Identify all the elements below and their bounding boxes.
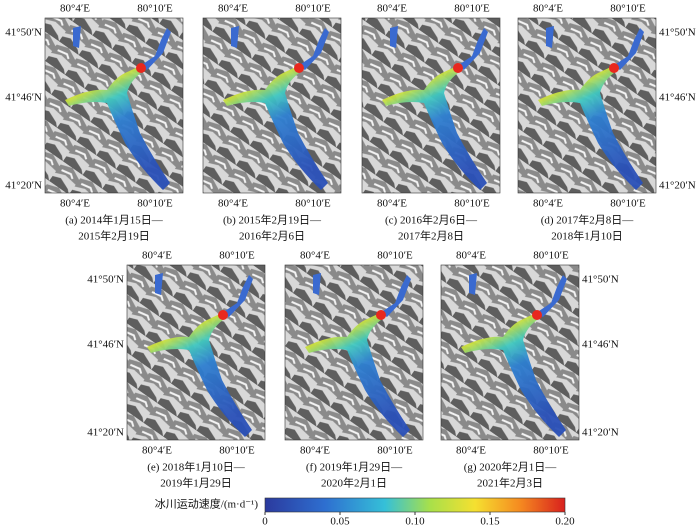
map-panel: 80°4′E 80°4′E 80°10′E 80°10′E 41°50′N 41°46′N… bbox=[87, 250, 266, 490]
lon-label: 80°10′E bbox=[610, 3, 646, 15]
lat-label: 41°50′N bbox=[659, 27, 696, 39]
lat-label: 41°50′N bbox=[582, 274, 619, 286]
colorbar-label: 冰川运动速度/(m·d⁻¹) bbox=[155, 497, 259, 511]
panel-caption: 2015年2月19日 bbox=[78, 229, 150, 243]
panel-caption: 2020年2月1日 bbox=[321, 476, 387, 490]
lon-label: 80°4′E bbox=[142, 445, 172, 457]
lon-label: 80°4′E bbox=[60, 198, 90, 210]
map-panel: 80°4′E 80°4′E 80°10′E 80°10′E (c) 2016年2月6日—… bbox=[361, 3, 501, 243]
panel-caption: (b) 2015年2月19日— bbox=[223, 213, 322, 227]
lon-label: 80°10′E bbox=[454, 3, 490, 15]
lat-label: 41°46′N bbox=[659, 92, 696, 104]
colorbar-tick-label: 0 bbox=[262, 516, 268, 528]
lat-label: 41°50′N bbox=[87, 274, 124, 286]
lon-label: 80°10′E bbox=[137, 198, 173, 210]
panel-caption: 2017年2月8日 bbox=[398, 229, 464, 243]
map-panel: 80°4′E 80°4′E 80°10′E 80°10′E 41°50′N 41°46′N… bbox=[517, 3, 696, 243]
lon-label: 80°10′E bbox=[295, 3, 331, 15]
lat-label: 41°46′N bbox=[5, 92, 42, 104]
lon-label: 80°10′E bbox=[533, 445, 569, 457]
lat-label: 41°20′N bbox=[659, 180, 696, 192]
lat-label: 41°50′N bbox=[5, 27, 42, 39]
lon-label: 80°4′E bbox=[533, 3, 563, 15]
lon-label: 80°4′E bbox=[456, 250, 486, 262]
panel-caption: 2019年1月29日 bbox=[160, 476, 232, 490]
lon-label: 80°10′E bbox=[377, 445, 413, 457]
colorbar-tick-label: 0.10 bbox=[405, 516, 425, 528]
lon-label: 80°4′E bbox=[218, 3, 248, 15]
lat-label: 41°20′N bbox=[87, 427, 124, 439]
panel-caption: (c) 2016年2月6日— bbox=[385, 213, 478, 227]
lon-label: 80°10′E bbox=[219, 445, 255, 457]
lon-label: 80°10′E bbox=[610, 198, 646, 210]
panel-caption: (f) 2019年1月29日— bbox=[306, 460, 403, 474]
map-panel: 80°4′E 80°4′E 80°10′E 80°10′E 41°50′N 41°46′N… bbox=[440, 250, 619, 490]
lat-label: 41°46′N bbox=[87, 339, 124, 351]
colorbar-tick-label: 0.05 bbox=[330, 516, 350, 528]
lon-label: 80°10′E bbox=[377, 250, 413, 262]
lon-label: 80°4′E bbox=[300, 250, 330, 262]
lon-label: 80°10′E bbox=[533, 250, 569, 262]
lon-label: 80°4′E bbox=[377, 3, 407, 15]
panels: 80°4′E 80°4′E 80°10′E 80°10′E 41°50′N 41°46′N… bbox=[5, 3, 696, 490]
map-panel: 80°4′E 80°4′E 80°10′E 80°10′E (f) 2019年1月29日… bbox=[284, 250, 424, 490]
panel-caption: (e) 2018年1月10日— bbox=[147, 460, 245, 474]
lat-label: 41°20′N bbox=[582, 427, 619, 439]
colorbar bbox=[264, 497, 566, 513]
panel-caption: (d) 2017年2月8日— bbox=[541, 213, 635, 227]
panel-caption: 2016年2月6日 bbox=[239, 229, 305, 243]
lon-label: 80°10′E bbox=[295, 198, 331, 210]
lon-label: 80°4′E bbox=[218, 198, 248, 210]
lon-label: 80°4′E bbox=[533, 198, 563, 210]
lon-label: 80°4′E bbox=[60, 3, 90, 15]
map-panel: 80°4′E 80°4′E 80°10′E 80°10′E 41°50′N 41°46′N… bbox=[5, 3, 184, 243]
lon-label: 80°10′E bbox=[454, 198, 490, 210]
panel-caption: 2021年2月3日 bbox=[477, 476, 543, 490]
lon-label: 80°10′E bbox=[137, 3, 173, 15]
panel-caption: (a) 2014年1月15日— bbox=[65, 213, 163, 227]
colorbar-tick-label: 0.15 bbox=[480, 516, 500, 528]
panel-caption: (g) 2020年2月1日— bbox=[464, 460, 558, 474]
lon-label: 80°4′E bbox=[456, 445, 486, 457]
lon-label: 80°10′E bbox=[219, 250, 255, 262]
lon-label: 80°4′E bbox=[142, 250, 172, 262]
lat-label: 41°20′N bbox=[5, 180, 42, 192]
lon-label: 80°4′E bbox=[377, 198, 407, 210]
panel-caption: 2018年1月10日 bbox=[551, 229, 623, 243]
colorbar-tick-label: 0.20 bbox=[555, 516, 575, 528]
lon-label: 80°4′E bbox=[300, 445, 330, 457]
lat-label: 41°46′N bbox=[582, 339, 619, 351]
map-panel: 80°4′E 80°4′E 80°10′E 80°10′E (b) 2015年2月19日… bbox=[202, 3, 342, 243]
